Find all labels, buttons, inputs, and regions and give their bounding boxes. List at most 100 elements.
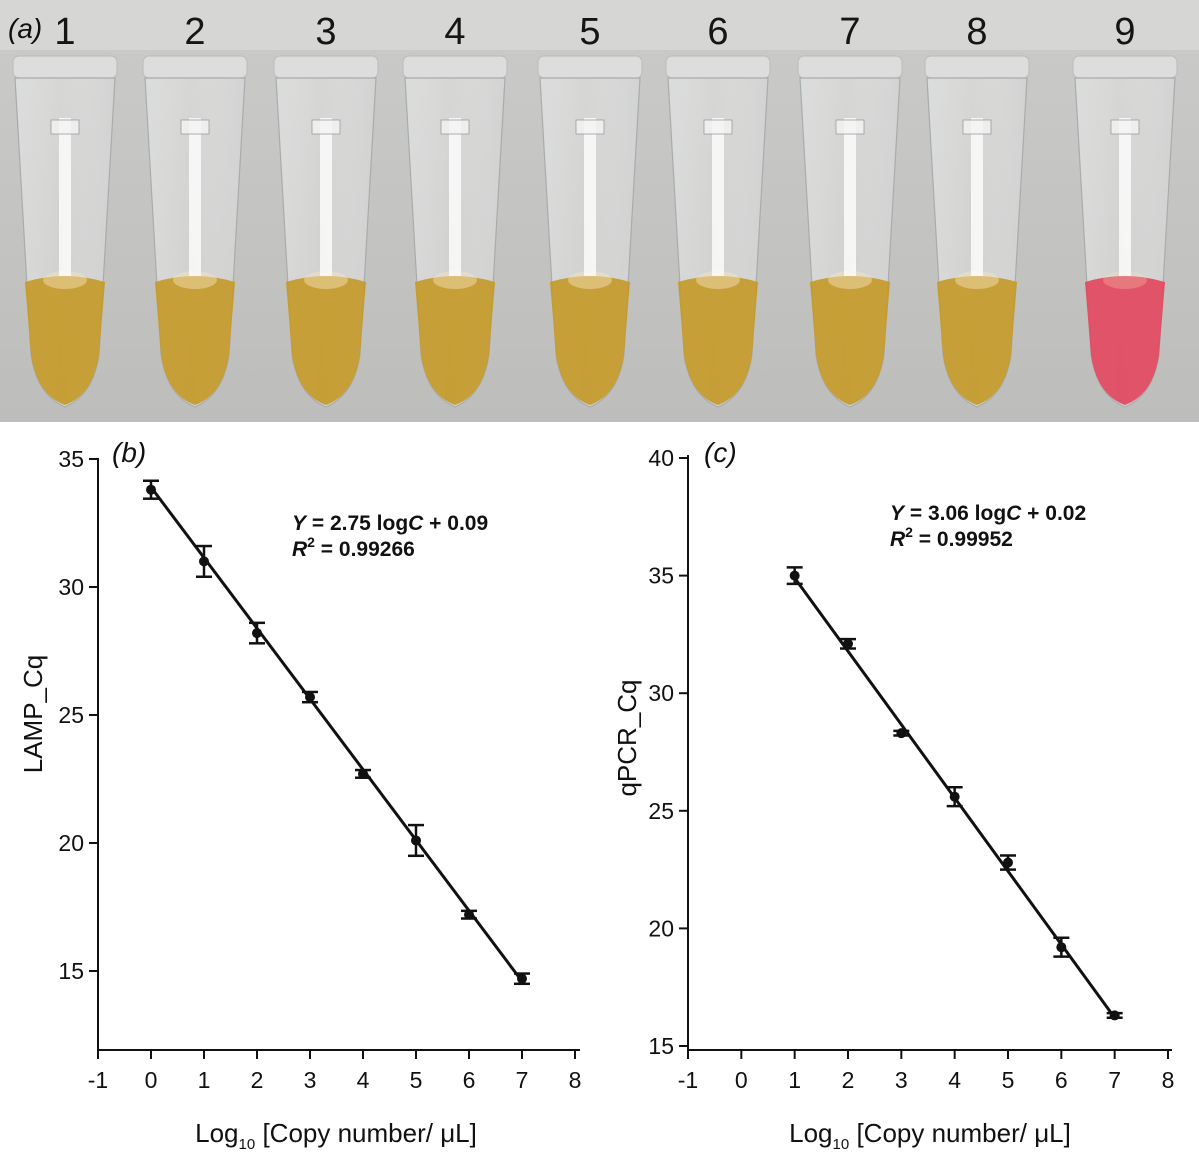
eq-c-var: C xyxy=(1006,502,1022,525)
x-axis-label: Log10 [Copy number/ μL] xyxy=(789,1118,1071,1153)
panel-label: (c) xyxy=(704,437,737,468)
tube-label: 8 xyxy=(966,11,987,53)
tube-2: 2 xyxy=(142,11,248,408)
y-axis-label: LAMP_Cq xyxy=(18,655,48,774)
tube-8: 8 xyxy=(924,11,1030,408)
data-point xyxy=(517,973,527,984)
tube-cap-rim xyxy=(537,55,643,79)
tube-1: 1 xyxy=(12,11,118,408)
tube-liquid xyxy=(810,276,890,405)
x-label-rest: [Copy number/ μL] xyxy=(849,1118,1071,1148)
qpcr-cq-chart: -1 0 1 2 3 4 5 6 7 8 15 20 25 30 35 40 (c) Y = 3.06 logC … xyxy=(612,437,1174,1153)
tube-meniscus xyxy=(955,271,999,289)
fit-line xyxy=(149,486,524,983)
y-tick-label: 40 xyxy=(648,445,674,471)
x-label-main: Log xyxy=(789,1118,832,1148)
eq-y-var: Y xyxy=(292,512,308,535)
tube-cap-rim xyxy=(273,55,379,79)
tube-5: 5 xyxy=(537,11,643,408)
data-point xyxy=(789,570,800,581)
x-tick-label: 3 xyxy=(304,1067,317,1093)
tube-7: 7 xyxy=(797,11,903,408)
data-point xyxy=(358,768,368,779)
data-point xyxy=(949,791,960,802)
r-rhs: = 0.99952 xyxy=(913,528,1013,551)
tube-6: 6 xyxy=(665,11,771,408)
tube-reflection xyxy=(449,118,461,276)
x-tick-label: 3 xyxy=(895,1067,908,1093)
x-tick-label: -1 xyxy=(88,1067,108,1093)
x-tick-label: 8 xyxy=(1162,1067,1175,1093)
tube-cap-rim xyxy=(402,55,508,79)
tube-marker xyxy=(311,119,341,135)
tube-reflection xyxy=(971,118,983,276)
tube-label: 1 xyxy=(54,11,75,53)
data-point xyxy=(1056,942,1067,953)
x-label-rest: [Copy number/ μL] xyxy=(255,1118,477,1148)
x-tick-label: 7 xyxy=(516,1067,529,1093)
tube-marker xyxy=(440,119,470,135)
tube-label: 7 xyxy=(839,11,860,53)
tube-label: 9 xyxy=(1114,11,1135,53)
tube-label: 6 xyxy=(707,11,728,53)
fit-line xyxy=(793,577,1116,1019)
r-squared: R2 = 0.99952 xyxy=(890,524,1013,551)
x-tick-label: 6 xyxy=(1055,1067,1068,1093)
fit-equation: Y = 2.75 logC + 0.09 xyxy=(292,512,488,535)
r-var: R xyxy=(890,528,906,551)
tube-liquid xyxy=(678,276,758,405)
tube-label: 2 xyxy=(184,11,205,53)
tube-4: 4 xyxy=(402,11,508,408)
y-axis-label: qPCR_Cq xyxy=(612,679,642,796)
tube-meniscus xyxy=(43,271,87,289)
eq-rhs-a: = 3.06 log xyxy=(904,502,1006,525)
x-tick-label: 4 xyxy=(357,1067,370,1093)
x-tick-label: 0 xyxy=(735,1067,748,1093)
tube-reflection xyxy=(189,118,201,276)
data-point xyxy=(199,556,209,567)
panel-label: (b) xyxy=(112,437,146,468)
x-axis-label: Log10 [Copy number/ μL] xyxy=(195,1118,477,1153)
tube-reflection xyxy=(712,118,724,276)
x-tick-label: 5 xyxy=(1002,1067,1015,1093)
r-rhs: = 0.99266 xyxy=(315,538,415,561)
tube-cap-rim xyxy=(142,55,248,79)
tube-liquid xyxy=(286,276,366,405)
tube-marker xyxy=(180,119,210,135)
tube-reflection xyxy=(1119,118,1131,276)
tube-meniscus xyxy=(696,271,740,289)
eq-c-var: C xyxy=(408,512,424,535)
eq-rhs-a: = 2.75 log xyxy=(306,512,408,535)
eq-rhs-b: + 0.09 xyxy=(423,512,488,535)
data-point xyxy=(146,484,156,495)
tube-label: 5 xyxy=(579,11,600,53)
r-sup: 2 xyxy=(905,524,913,540)
tube-reflection xyxy=(584,118,596,276)
r-sup: 2 xyxy=(307,534,315,550)
y-tick-label: 15 xyxy=(648,1033,674,1059)
x-label-sub: 10 xyxy=(833,1136,850,1153)
lamp-cq-chart: -1 0 1 2 3 4 5 6 7 8 15 20 25 30 35 (b) Y = 2.75 logC + … xyxy=(18,437,581,1153)
tube-cap-rim xyxy=(665,55,771,79)
y-tick-label: 25 xyxy=(648,798,674,824)
tube-liquid xyxy=(937,276,1017,405)
data-point xyxy=(843,638,853,649)
tube-reflection xyxy=(320,118,332,276)
tube-marker xyxy=(703,119,733,135)
tube-cap-rim xyxy=(797,55,903,79)
x-tick-label: 0 xyxy=(145,1067,158,1093)
tube-marker xyxy=(962,119,992,135)
x-tick-label: 2 xyxy=(842,1067,855,1093)
data-point xyxy=(464,909,474,920)
data-point xyxy=(896,728,907,739)
tube-marker xyxy=(1110,119,1140,135)
tube-meniscus xyxy=(1103,271,1147,289)
photo-label-strip xyxy=(0,0,1199,50)
y-tick-label: 25 xyxy=(58,702,84,728)
tube-meniscus xyxy=(304,271,348,289)
data-point xyxy=(252,628,262,639)
tube-marker xyxy=(575,119,605,135)
tube-cap-rim xyxy=(924,55,1030,79)
data-point xyxy=(1109,1010,1120,1021)
x-tick-label: 8 xyxy=(569,1067,582,1093)
